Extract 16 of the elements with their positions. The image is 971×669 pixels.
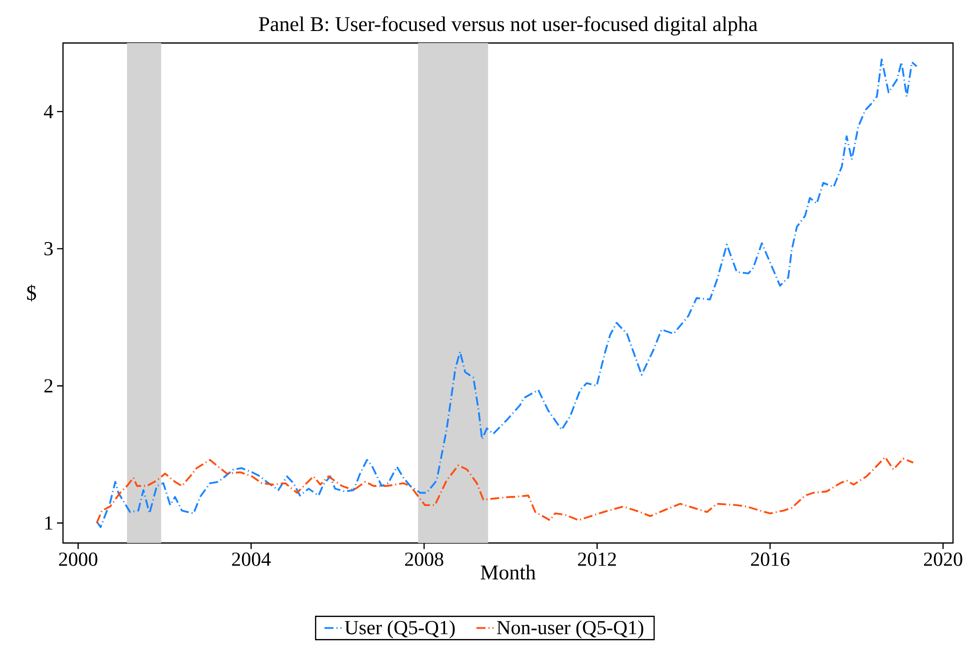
x-tick-label: 2020 (924, 552, 962, 566)
x-tick-label: 2000 (59, 552, 98, 566)
legend-label: Non-user (Q5-Q1) (496, 620, 644, 638)
line-series (96, 58, 918, 528)
x-tick-label: 2004 (232, 552, 271, 566)
y-axis-title: $ (27, 284, 36, 302)
legend-label: User (Q5-Q1) (344, 620, 455, 638)
y-tick-label: 4 (44, 105, 54, 118)
y-tick-label: 2 (44, 379, 52, 392)
chart-title: Panel B: User-focused versus not user-focused digital alpha (258, 16, 758, 36)
y-tick-label: 1 (45, 516, 52, 530)
x-tick-label: 2008 (405, 552, 444, 566)
x-tick-label: 2016 (751, 552, 790, 566)
x-axis-title: Month (480, 564, 536, 580)
y-tick-label: 3 (44, 242, 53, 256)
x-tick-label: 2012 (578, 552, 616, 566)
